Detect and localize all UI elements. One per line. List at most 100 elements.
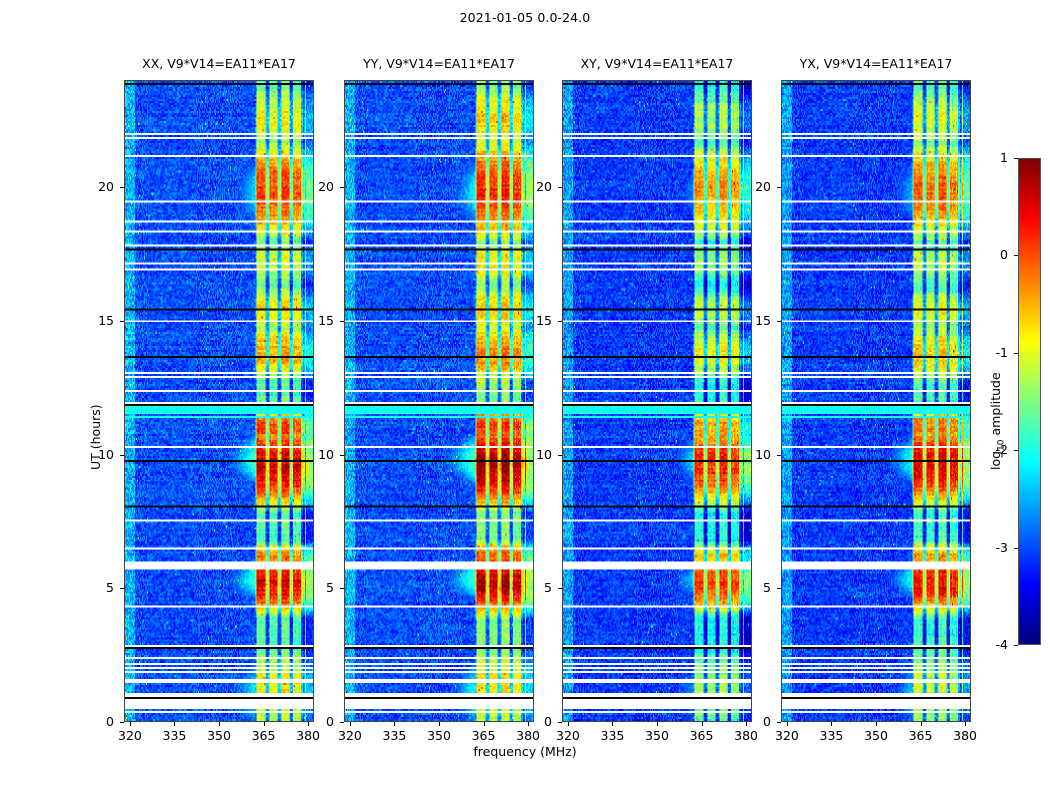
x-tick-label: 365 [689, 728, 714, 743]
y-tick-label: 10 [755, 446, 771, 462]
waterfall-image-yx [782, 81, 970, 721]
colorbar-tick-label: -4 [995, 637, 1008, 652]
panel-title-yy: YY, V9*V14=EA11*EA17 [363, 56, 515, 71]
x-tick-label: 380 [734, 728, 758, 743]
y-tickmark [340, 722, 344, 723]
x-tick-label: 320 [775, 728, 799, 743]
panel-title-yx: YX, V9*V14=EA11*EA17 [799, 56, 953, 71]
y-tickmark [777, 455, 781, 456]
y-tick-label: 5 [326, 580, 334, 596]
colorbar-tickmark [1014, 255, 1018, 256]
x-tickmark [831, 722, 832, 726]
x-tick-label: 335 [382, 728, 407, 743]
x-tickmark [787, 722, 788, 726]
waterfall-panel-yy[interactable] [344, 80, 534, 722]
x-tick-label: 350 [645, 728, 669, 743]
x-tickmark [965, 722, 966, 726]
y-tick-label: 0 [106, 714, 114, 729]
x-tick-label: 350 [864, 728, 888, 743]
x-tickmark [264, 722, 265, 726]
y-tick-label: 20 [755, 179, 771, 194]
y-tickmark [340, 321, 344, 322]
colorbar-label-sub: 10 [996, 439, 1007, 451]
y-tickmark [777, 722, 781, 723]
y-tick-label: 20 [536, 179, 552, 194]
y-tickmark [558, 588, 562, 589]
y-tickmark [120, 588, 124, 589]
x-tick-label: 335 [162, 728, 187, 743]
colorbar-tick-label: 1 [1000, 150, 1008, 165]
colorbar-tick-label: -2 [995, 442, 1008, 458]
y-tickmark [340, 588, 344, 589]
x-tickmark [612, 722, 613, 726]
y-axis-label: UT (hours) [88, 404, 103, 470]
y-tick-label: 20 [98, 179, 114, 194]
x-tick-label: 380 [516, 728, 540, 743]
y-tick-label: 15 [318, 312, 334, 328]
x-tick-label: 335 [600, 728, 625, 743]
y-tick-label: 0 [763, 714, 771, 729]
colorbar-tickmark [1014, 548, 1018, 549]
y-tickmark [120, 455, 124, 456]
panel-title-xy: XY, V9*V14=EA11*EA17 [580, 56, 734, 71]
y-tick-label: 5 [544, 580, 552, 596]
colorbar-tick-label: -3 [995, 539, 1008, 555]
colorbar-label-suffix: amplitude [988, 372, 1003, 440]
colorbar-tickmark [1014, 158, 1018, 159]
y-tick-label: 10 [536, 446, 552, 462]
waterfall-image-xx [125, 81, 313, 721]
x-tickmark [130, 722, 131, 726]
x-tickmark [921, 722, 922, 726]
x-tickmark [528, 722, 529, 726]
x-tick-label: 350 [207, 728, 231, 743]
y-tickmark [777, 321, 781, 322]
y-tick-label: 15 [755, 312, 771, 328]
y-tick-label: 10 [318, 446, 334, 462]
x-tick-label: 335 [819, 728, 844, 743]
x-tickmark [308, 722, 309, 726]
y-tick-label: 15 [98, 312, 114, 328]
y-tick-label: 0 [326, 714, 334, 729]
x-tickmark [439, 722, 440, 726]
y-tick-label: 5 [106, 580, 114, 596]
x-tickmark [394, 722, 395, 726]
figure-title: 2021-01-05 0.0-24.0 [459, 10, 591, 25]
x-tickmark [219, 722, 220, 726]
waterfall-panel-yx[interactable] [781, 80, 971, 722]
waterfall-image-xy [563, 81, 751, 721]
colorbar-label: log10 amplitude [988, 372, 1007, 470]
x-axis-label: frequency (MHz) [473, 744, 577, 759]
y-tickmark [340, 187, 344, 188]
waterfall-image-yy [345, 81, 533, 721]
x-tick-label: 320 [118, 728, 142, 743]
y-tickmark [777, 187, 781, 188]
waterfall-panel-xy[interactable] [562, 80, 752, 722]
colorbar-tickmark [1014, 450, 1018, 451]
x-tickmark [876, 722, 877, 726]
y-tick-label: 0 [544, 714, 552, 729]
colorbar-tickmark [1014, 353, 1018, 354]
waterfall-panel-xx[interactable] [124, 80, 314, 722]
y-tickmark [120, 722, 124, 723]
x-tick-label: 380 [296, 728, 320, 743]
x-tick-label: 380 [953, 728, 977, 743]
panel-title-xx: XX, V9*V14=EA11*EA17 [142, 56, 296, 71]
colorbar-label-prefix: log [988, 450, 1003, 470]
colorbar-tick-label: -1 [995, 344, 1008, 360]
x-tickmark [484, 722, 485, 726]
x-tickmark [746, 722, 747, 726]
colorbar-tickmark [1014, 645, 1018, 646]
x-tick-label: 350 [427, 728, 451, 743]
colorbar-tick-label: 0 [1000, 247, 1008, 263]
y-tick-label: 5 [763, 580, 771, 596]
x-tickmark [350, 722, 351, 726]
x-tick-label: 365 [471, 728, 496, 743]
colorbar [1018, 158, 1041, 645]
x-tick-label: 320 [556, 728, 580, 743]
y-tickmark [558, 187, 562, 188]
x-tickmark [657, 722, 658, 726]
x-tick-label: 320 [338, 728, 362, 743]
y-tickmark [777, 588, 781, 589]
x-tick-label: 365 [251, 728, 276, 743]
